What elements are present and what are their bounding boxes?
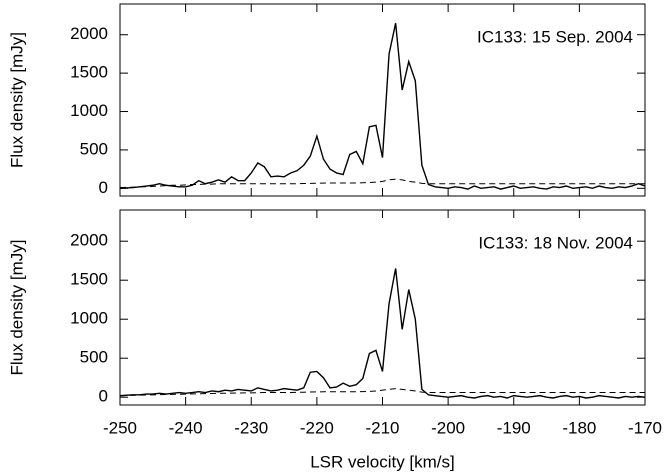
x-axis-label: LSR velocity [km/s] [310,452,455,471]
x-tick-label: -170 [628,418,662,437]
x-tick-label: -200 [431,418,465,437]
y-tick-label: 2000 [70,24,108,43]
y-axis-label: Flux density [mJy] [7,239,26,375]
series-line [119,23,646,190]
x-tick-label: -220 [300,418,334,437]
annotation: IC133: 15 Sep. 2004 [477,27,633,46]
x-tick-label: -230 [234,418,268,437]
y-tick-label: 1500 [70,270,108,289]
y-tick-label: 0 [99,387,108,406]
x-tick-label: -190 [497,418,531,437]
series-line [119,268,646,399]
y-tick-label: 1500 [70,63,108,82]
x-tick-label: -240 [169,418,203,437]
series-line [119,178,645,189]
y-tick-label: 0 [99,178,108,197]
annotation: IC133: 18 Nov. 2004 [478,233,633,252]
y-tick-label: 2000 [70,231,108,250]
x-tick-label: -210 [365,418,399,437]
x-tick-label: -250 [103,418,137,437]
y-tick-label: 500 [80,348,108,367]
series-line [119,388,645,397]
y-axis-label: Flux density [mJy] [7,32,26,168]
x-tick-label: -180 [562,418,596,437]
y-tick-label: 500 [80,139,108,158]
y-tick-label: 1000 [70,309,108,328]
y-tick-label: 1000 [70,101,108,120]
